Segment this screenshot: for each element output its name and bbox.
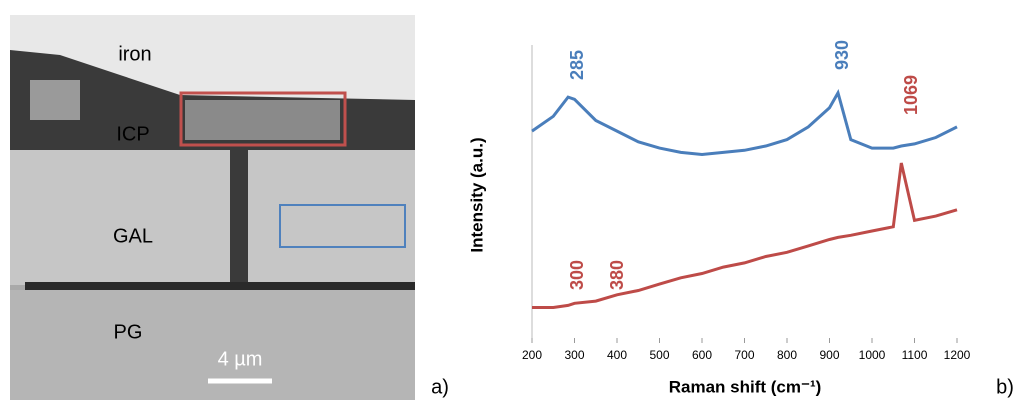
peak-label: 930	[832, 40, 852, 70]
layer-label: ICP	[116, 123, 149, 145]
x-tick-label: 800	[777, 348, 797, 362]
peak-label: 1069	[901, 75, 921, 115]
peak-label: 285	[567, 50, 587, 80]
layer-label: iron	[118, 43, 151, 65]
y-axis-title: Intensity (a.u.)	[467, 137, 486, 252]
scale-label: 4 µm	[218, 348, 263, 370]
x-tick-label: 400	[607, 348, 627, 362]
layer-label: GAL	[113, 225, 153, 247]
x-tick-label: 300	[564, 348, 584, 362]
peak-label: 380	[607, 260, 627, 290]
x-tick-label: 1100	[902, 348, 928, 362]
blue-region	[279, 204, 406, 248]
x-tick-label: 700	[734, 348, 754, 362]
micrograph: 4 µm iron ICP GAL PG	[10, 15, 415, 400]
series-line	[532, 162, 958, 309]
crack	[230, 150, 248, 290]
x-axis-title: Raman shift (cm⁻¹)	[669, 377, 822, 396]
red-region	[179, 91, 347, 147]
panel-label: a)	[431, 376, 449, 398]
icp-grain	[30, 80, 80, 120]
series-line	[531, 89, 958, 157]
layer-label: PG	[114, 321, 143, 343]
x-tick-label: 1000	[859, 348, 886, 362]
x-tick-label: 200	[522, 348, 542, 362]
icp-grain	[185, 100, 340, 140]
x-tick-label: 600	[692, 348, 712, 362]
x-tick-label: 1200	[944, 348, 971, 362]
panel-label: b)	[996, 376, 1014, 398]
x-tick-label: 500	[649, 348, 669, 362]
interface	[25, 282, 415, 290]
x-tick-label: 900	[819, 348, 839, 362]
gal-layer	[10, 150, 415, 285]
peak-label: 300	[567, 260, 587, 290]
